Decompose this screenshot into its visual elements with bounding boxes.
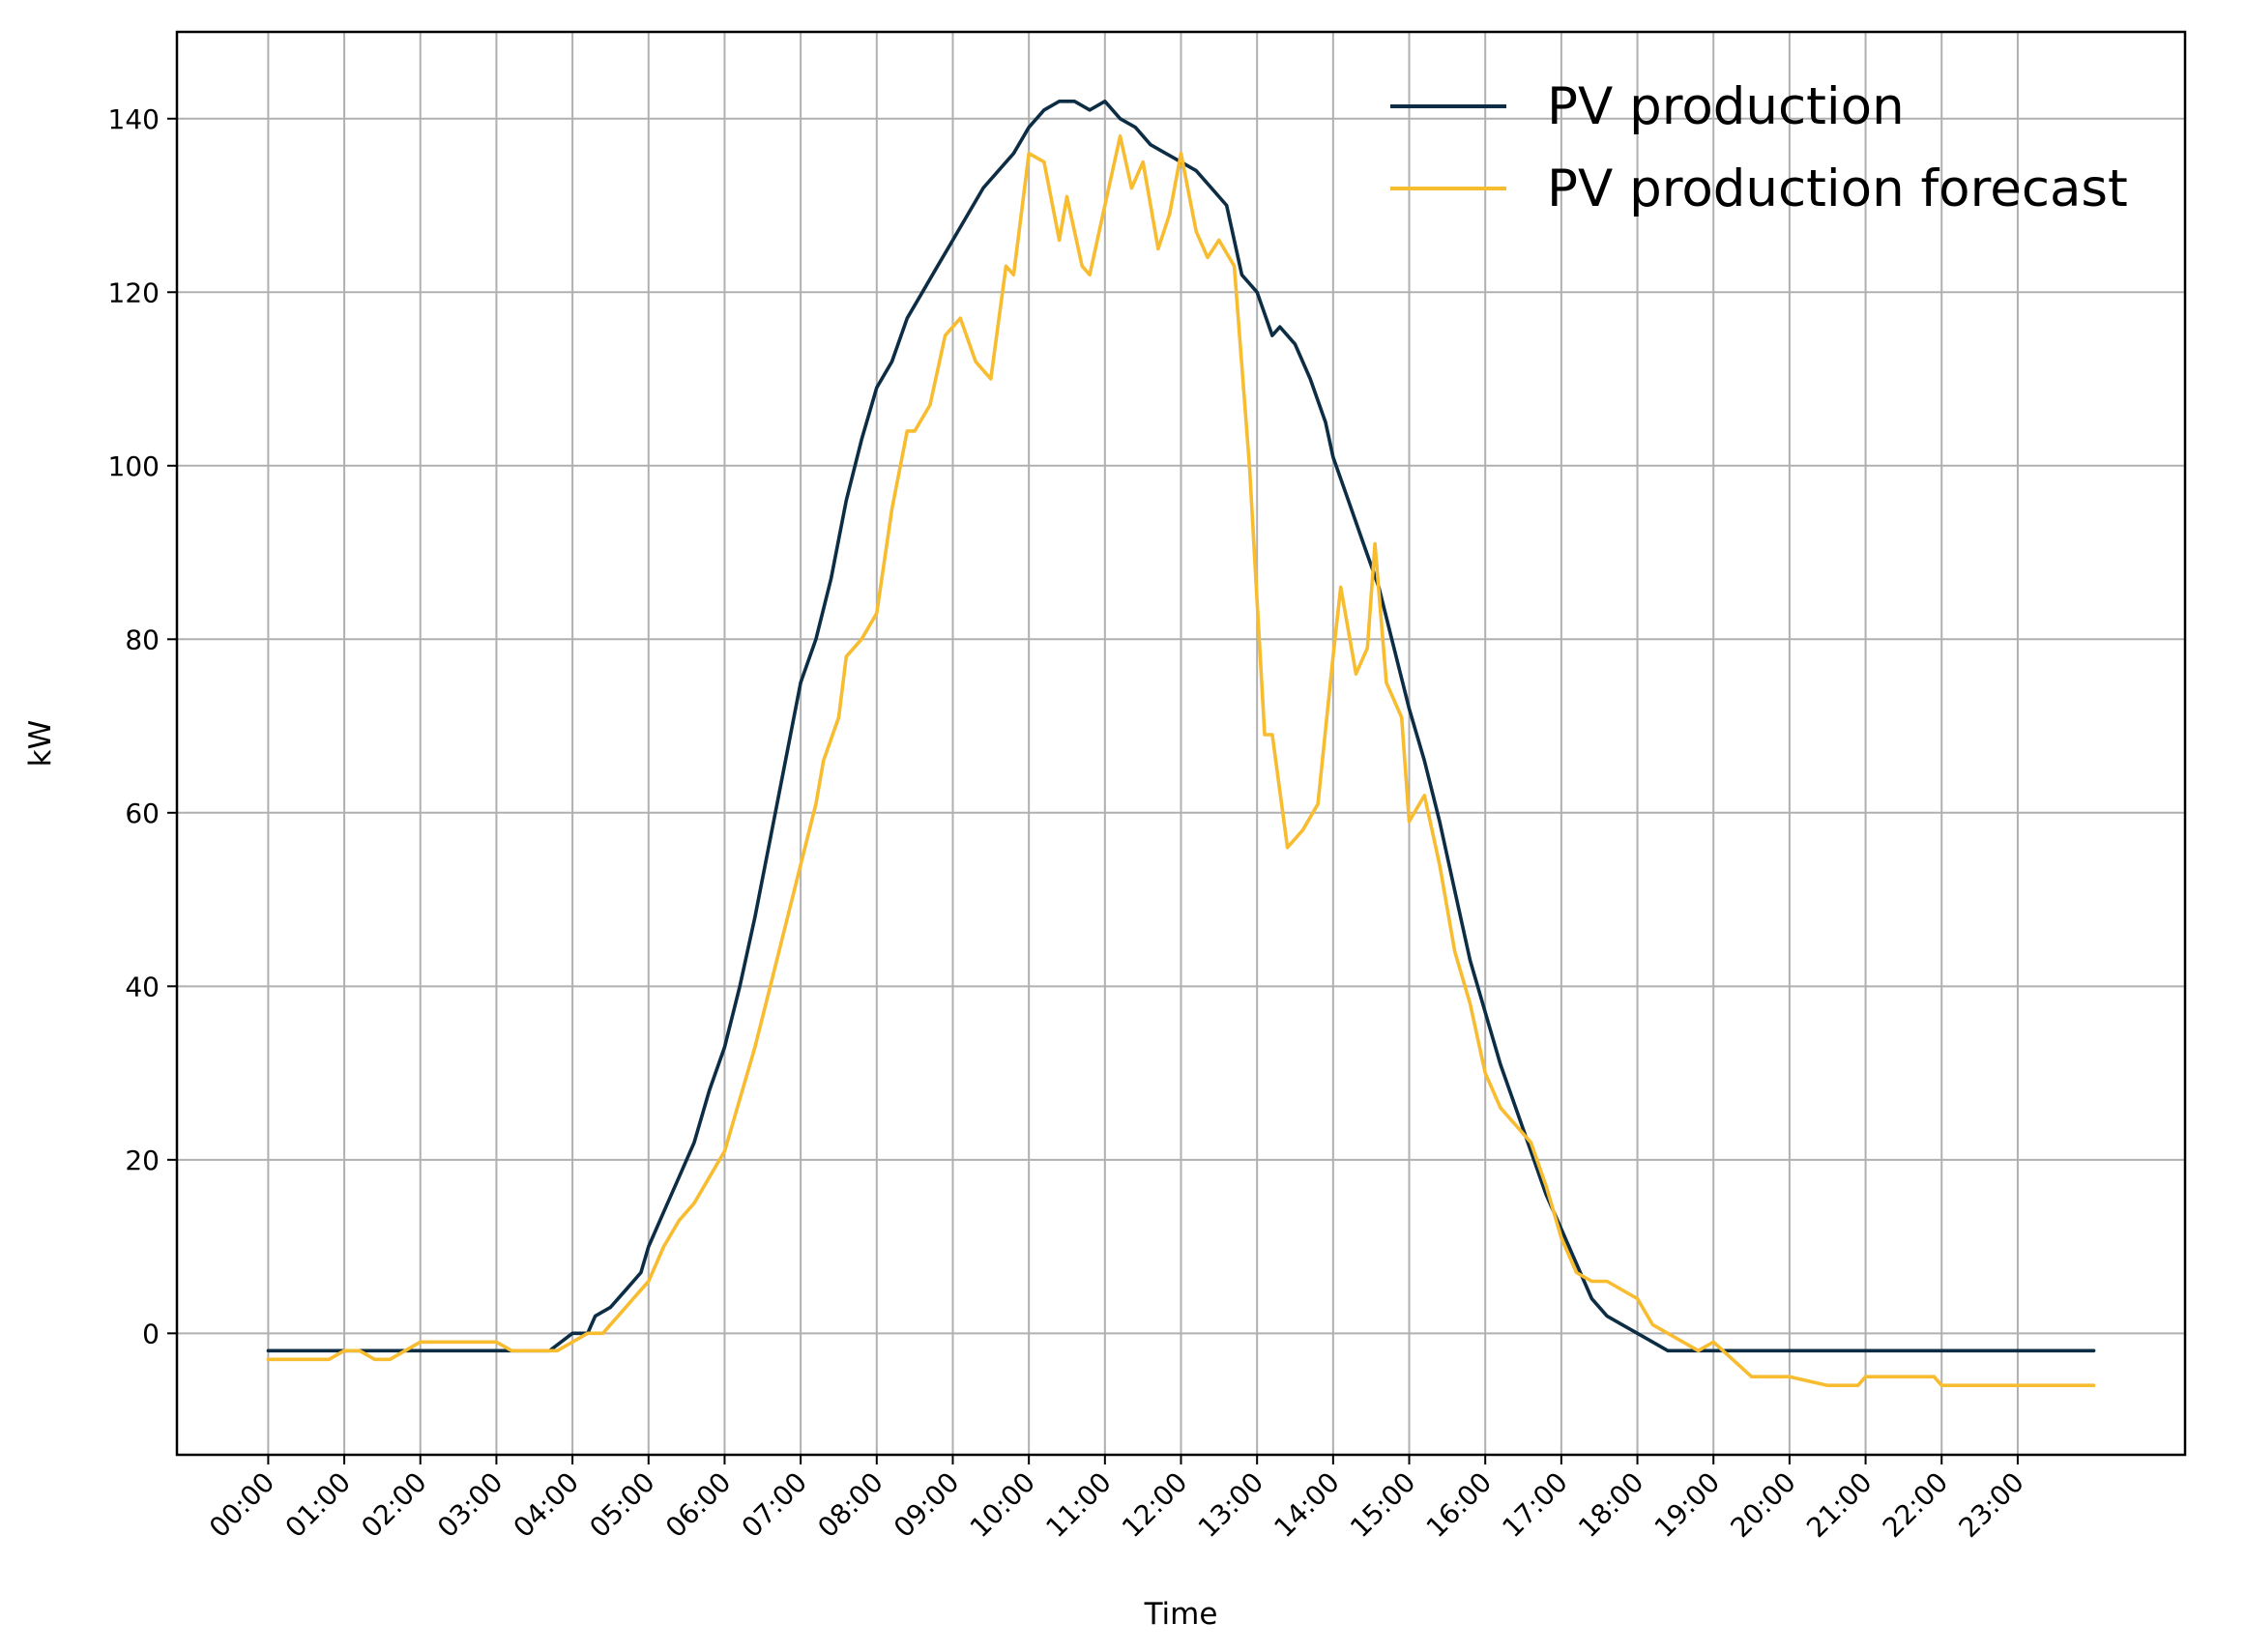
series-lines [266,100,2096,1387]
y-axis-label: kW [23,720,58,768]
y-tick-label: 100 [108,450,160,482]
pv-production-forecast-line [266,133,2096,1387]
y-tick-label: 20 [125,1145,160,1176]
y-tick-label: 40 [125,971,160,1002]
legend: PV production PV production forecast [1390,77,2128,218]
y-tick-label: 60 [125,797,160,829]
legend-label-pv-production: PV production [1547,77,1905,136]
legend-label-pv-production-forecast: PV production forecast [1547,159,2128,218]
y-tick-label: 0 [142,1318,160,1349]
pv-production-line [266,100,2096,1353]
y-tick-label: 120 [108,276,160,308]
y-tick-label: 140 [108,103,160,135]
x-axis-label: Time [1144,1597,1218,1632]
grid [177,32,2185,1455]
y-tick-label: 80 [125,623,160,655]
